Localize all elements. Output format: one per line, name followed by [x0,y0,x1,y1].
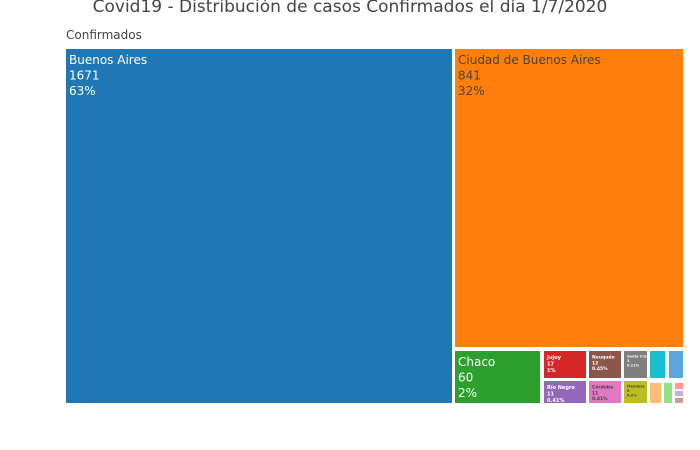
treemap-percent-santa-cruz: 0.11% [627,364,640,368]
treemap-percent-rio-negro: 0.41% [547,398,564,404]
treemap-rect-cordoba[interactable] [589,381,621,403]
treemap-value-buenos-aires: 1671 [69,69,100,83]
treemap-label-rio-negro: Río Negro [547,384,575,391]
treemap-percent-cordoba: 0.41% [592,396,608,402]
treemap-tile-tile-12[interactable] [650,383,661,403]
treemap-rect-tile-7[interactable] [650,351,665,378]
treemap-value-santa-cruz: 3 [627,359,630,363]
treemap-value-chaco: 60 [458,371,473,385]
treemap-tile-tile-14[interactable] [675,383,683,389]
treemap-rect-tile-12[interactable] [650,383,661,403]
treemap-root-label[interactable]: Confirmados [66,28,142,42]
treemap-value-ciudad-de-buenos-aires: 841 [458,69,481,83]
treemap-rect-tile-14[interactable] [675,383,683,389]
treemap-rect-santa-cruz[interactable] [624,351,647,378]
treemap-percent-mendoza: 0.2% [627,394,637,398]
treemap-percent-ciudad-de-buenos-aires: 32% [458,84,485,98]
treemap-rect-buenos-aires[interactable] [66,49,452,403]
treemap-label-cordoba: Córdoba [592,384,613,391]
treemap-value-cordoba: 11 [592,390,598,396]
treemap-value-rio-negro: 11 [547,392,554,398]
treemap-tile-tile-15[interactable] [675,391,683,396]
treemap-rect-tile-8[interactable] [669,351,683,378]
treemap-label-santa-cruz: Santa Cruz [627,355,648,359]
treemap-tile-tile-13[interactable] [664,383,672,403]
treemap-rect-tile-16[interactable] [675,398,683,403]
treemap-value-jujuy: 17 [547,362,554,368]
treemap-label-ciudad-de-buenos-aires: Ciudad de Buenos Aires [458,53,601,67]
treemap-percent-jujuy: 1% [547,368,556,374]
treemap-label-jujuy: Jujuy [546,355,562,361]
treemap-value-mendoza: 6 [627,389,630,393]
treemap-rect-tile-13[interactable] [664,383,672,403]
treemap-percent-neuquen: 0.45% [592,366,608,372]
treemap-rect-mendoza[interactable] [624,381,647,403]
treemap-value-neuquen: 12 [592,360,598,366]
treemap-rect-jujuy[interactable] [544,351,586,378]
treemap-rect-ciudad-de-buenos-aires[interactable] [455,49,683,347]
treemap-label-neuquen: Neuquén [592,354,615,361]
treemap-tile-tile-7[interactable] [650,351,665,378]
chart-title: Covid19 - Distribución de casos Confirma… [92,0,608,17]
treemap-tile-tile-8[interactable] [669,351,683,378]
treemap-rect-tile-15[interactable] [675,391,683,396]
treemap-tile-chaco[interactable]: Chaco 602% [455,351,540,403]
treemap-label-mendoza: Mendoza [627,385,645,389]
treemap-rect-neuquen[interactable] [589,351,621,378]
treemap-label-chaco: Chaco [458,355,495,369]
treemap-rect-chaco[interactable] [455,351,540,403]
treemap-label-buenos-aires: Buenos Aires [69,53,147,67]
treemap-percent-chaco: 2% [458,386,477,400]
treemap-rect-rio-negro[interactable] [544,381,586,403]
treemap-percent-buenos-aires: 63% [69,84,96,98]
treemap-tile-tile-16[interactable] [675,398,683,403]
